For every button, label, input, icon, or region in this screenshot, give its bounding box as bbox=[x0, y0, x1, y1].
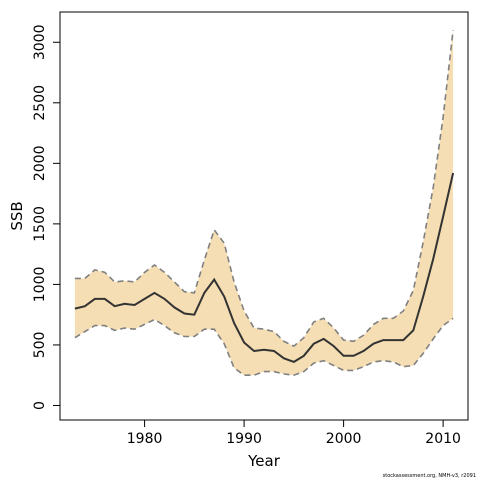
upper-bound-line bbox=[74, 30, 454, 348]
lower-bound-line bbox=[74, 317, 454, 377]
y-axis-label: SSB bbox=[8, 201, 26, 230]
y-tick-label: 3000 bbox=[32, 24, 48, 60]
credit-text: stockassessment.org, NMH-v3, r2091 bbox=[383, 473, 476, 479]
x-axis-label: Year bbox=[247, 452, 281, 470]
x-tick-label: 2000 bbox=[326, 431, 362, 447]
plot-frame bbox=[59, 11, 469, 421]
x-axis: 1980 1990 2000 2010 bbox=[127, 420, 461, 447]
y-tick-label: 2000 bbox=[32, 145, 48, 181]
estimate-line bbox=[74, 172, 455, 364]
series-line-layer bbox=[74, 30, 455, 377]
x-tick-label: 1980 bbox=[127, 431, 163, 447]
y-tick-label: 0 bbox=[32, 401, 48, 410]
y-axis: 0 500 1000 1500 2000 2500 3000 bbox=[32, 24, 60, 410]
y-tick-label: 2500 bbox=[32, 85, 48, 121]
x-tick-label: 1990 bbox=[226, 431, 262, 447]
y-tick-label: 1500 bbox=[32, 206, 48, 242]
confidence-band bbox=[74, 30, 454, 376]
confidence-band-layer bbox=[74, 30, 454, 376]
y-tick-label: 500 bbox=[32, 332, 48, 359]
y-tick-label: 1000 bbox=[32, 267, 48, 303]
x-tick-label: 2010 bbox=[425, 431, 461, 447]
